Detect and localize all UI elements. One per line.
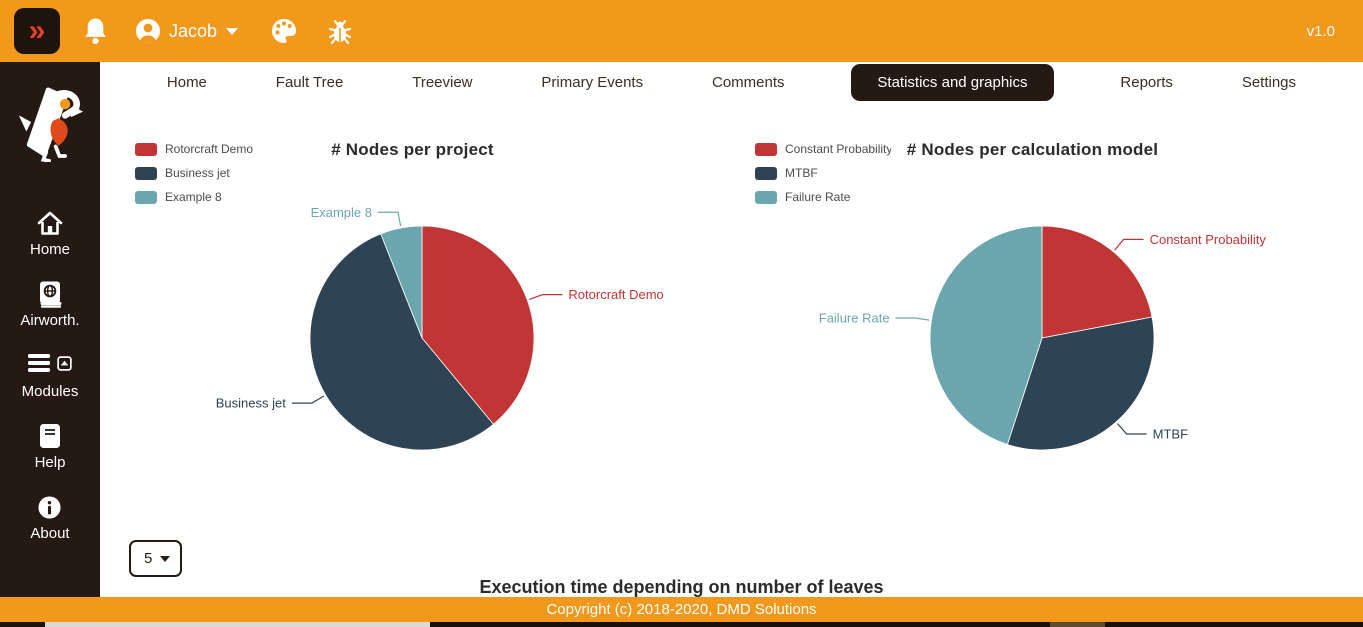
sidebar-item-airworthiness[interactable]: Airworth. xyxy=(20,280,80,329)
bottom-scrollbar[interactable] xyxy=(0,622,1363,627)
caret-up-square-icon[interactable] xyxy=(57,355,73,375)
pie-slice-business-jet[interactable] xyxy=(309,233,494,451)
user-menu[interactable]: Jacob xyxy=(135,18,239,44)
legend-item-example-8[interactable]: Example 8 xyxy=(135,190,253,204)
chevron-down-icon xyxy=(226,27,239,35)
sidebar-item-help[interactable]: Help xyxy=(34,422,66,471)
charts-row: Rotorcraft Demo Business jet Example 8 # N… xyxy=(100,130,1363,510)
chart-legend: Rotorcraft Demo Business jet Example 8 xyxy=(135,142,253,214)
bug-report-icon[interactable] xyxy=(326,17,354,45)
chart-nodes-per-project: Rotorcraft Demo Business jet Example 8 # N… xyxy=(120,130,705,510)
app-version: v1.0 xyxy=(1306,22,1335,40)
label-leader-line xyxy=(895,317,930,321)
label-leader-line xyxy=(1114,238,1144,251)
legend-swatch xyxy=(135,142,157,156)
pie-chart: Rotorcraft Demo Business jet Example 8 xyxy=(216,205,664,451)
page-size-value: 5 xyxy=(144,550,153,567)
sidebar-item-label: About xyxy=(30,525,70,542)
legend-swatch xyxy=(755,166,777,180)
legend-label: Rotorcraft Demo xyxy=(165,142,254,156)
legend-swatch xyxy=(135,166,157,180)
list-bars-icon xyxy=(27,352,51,378)
pie-slice-label: Business jet xyxy=(216,396,286,411)
pie-slice-label: Example 8 xyxy=(311,205,372,220)
legend-label: Constant Probability xyxy=(785,142,891,156)
notifications-bell-icon[interactable] xyxy=(82,16,109,46)
chart-legend: Constant Probability MTBF Failure Rate xyxy=(755,142,891,214)
sidebar: Home Airworth. xyxy=(0,62,100,597)
scrollbar-thumb[interactable] xyxy=(45,622,430,627)
scrollbar-mark xyxy=(1050,622,1105,627)
chart-nodes-per-calculation-model: Constant Probability MTBF Failure Rate # N… xyxy=(740,130,1325,510)
help-book-icon xyxy=(38,422,62,450)
tab-treeview[interactable]: Treeview xyxy=(410,65,474,100)
airworthiness-icon xyxy=(38,280,62,308)
legend-item-business-jet[interactable]: Business jet xyxy=(135,166,253,180)
bird-logo xyxy=(16,82,84,167)
tab-home[interactable]: Home xyxy=(165,65,209,100)
tab-comments[interactable]: Comments xyxy=(710,65,787,100)
topbar: » Jacob xyxy=(0,0,1363,62)
label-leader-line xyxy=(378,211,402,227)
sidebar-item-label: Help xyxy=(34,454,66,471)
scrollbar-corner xyxy=(0,622,45,627)
pie-slice-example-8[interactable] xyxy=(380,225,423,339)
chart-title: # Nodes per project xyxy=(331,140,494,159)
legend-item-constant-probability[interactable]: Constant Probability xyxy=(755,142,891,156)
user-avatar-icon xyxy=(135,18,161,44)
pie-slice-label: Constant Probability xyxy=(1150,232,1267,247)
legend-item-failure-rate[interactable]: Failure Rate xyxy=(755,190,891,204)
chart-title: # Nodes per calculation model xyxy=(906,140,1159,159)
legend-swatch xyxy=(135,190,157,204)
sidebar-item-about[interactable]: About xyxy=(30,493,70,542)
tab-statistics-and-graphics[interactable]: Statistics and graphics xyxy=(851,63,1054,101)
label-leader-line xyxy=(1116,423,1147,435)
main-content: Rotorcraft Demo Business jet Example 8 # N… xyxy=(100,102,1363,627)
pie-slice-label: MTBF xyxy=(1153,427,1188,442)
section-heading: Execution time depending on number of le… xyxy=(479,577,884,597)
sidebar-item-label: Home xyxy=(29,241,70,258)
legend-swatch xyxy=(755,190,777,204)
pie-chart: Constant Probability MTBF Failure Rate xyxy=(819,225,1267,451)
footer: Copyright (c) 2018-2020, DMD Solutions xyxy=(0,597,1363,622)
info-circle-icon xyxy=(37,493,62,521)
legend-label: Example 8 xyxy=(165,190,222,204)
legend-label: MTBF xyxy=(785,166,818,180)
pie-slice-label: Failure Rate xyxy=(819,310,890,325)
sidebar-item-modules[interactable]: Modules xyxy=(21,351,79,400)
home-icon xyxy=(36,209,64,237)
sidebar-collapse-button[interactable]: » xyxy=(14,8,60,54)
pie-slice-mtbf[interactable] xyxy=(1006,316,1155,451)
tab-reports[interactable]: Reports xyxy=(1118,65,1175,100)
legend-label: Failure Rate xyxy=(785,190,851,204)
tab-fault-tree[interactable]: Fault Tree xyxy=(274,65,346,100)
pie-slice-constant-probability[interactable] xyxy=(1041,225,1153,339)
legend-item-rotorcraft-demo[interactable]: Rotorcraft Demo xyxy=(135,142,253,156)
legend-label: Business jet xyxy=(165,166,230,180)
pie-slice-rotorcraft-demo[interactable] xyxy=(421,225,535,425)
page-size-select[interactable]: 5 xyxy=(129,540,182,577)
label-leader-line xyxy=(291,395,325,404)
tab-primary-events[interactable]: Primary Events xyxy=(539,65,645,100)
sidebar-item-label: Airworth. xyxy=(20,312,80,329)
sidebar-item-home[interactable]: Home xyxy=(30,209,70,258)
page-tabbar: Home Fault Tree Treeview Primary Events Comm… xyxy=(100,62,1363,102)
chevron-down-icon xyxy=(160,555,171,562)
pie-slice-failure-rate[interactable] xyxy=(929,225,1043,446)
tab-settings[interactable]: Settings xyxy=(1240,65,1298,100)
theme-palette-icon[interactable] xyxy=(270,17,298,45)
user-name: Jacob xyxy=(169,20,218,41)
label-leader-line xyxy=(529,294,563,300)
double-chevron-right-icon: » xyxy=(28,14,46,47)
sidebar-item-label: Modules xyxy=(21,383,79,400)
pie-slice-label: Rotorcraft Demo xyxy=(568,287,663,302)
legend-item-mtbf[interactable]: MTBF xyxy=(755,166,891,180)
legend-swatch xyxy=(755,142,777,156)
